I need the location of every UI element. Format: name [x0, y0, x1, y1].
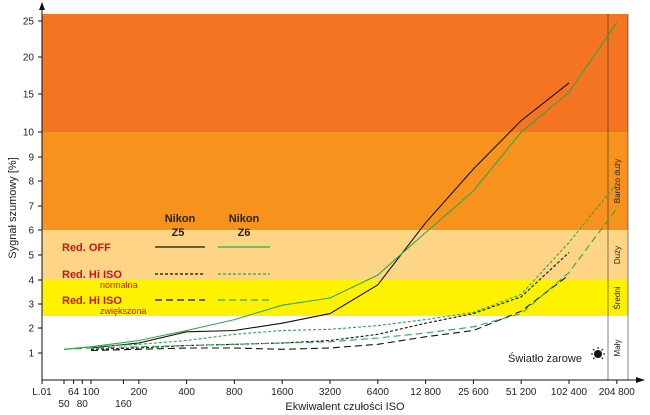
- x-tick-label: 400: [178, 387, 195, 398]
- x-tick-label: 800: [226, 387, 243, 398]
- plot-frame: [607, 14, 629, 380]
- x-tick-label: 6400: [367, 387, 390, 398]
- x-tick-label: 51 200: [506, 387, 537, 398]
- zone-band-4: [42, 14, 628, 132]
- zone-label-1: Średni: [613, 286, 622, 309]
- zone-label-3: Bardzo duży: [613, 159, 622, 203]
- legend-row-label-2: Red. Hi ISO: [62, 295, 122, 307]
- zone-label-0: Mały: [613, 340, 622, 357]
- legend-header-0: Nikon: [165, 213, 196, 225]
- x-tick-label: 25 600: [458, 387, 489, 398]
- x-tick-label: 1600: [271, 387, 294, 398]
- legend-header-3: Z6: [238, 227, 251, 239]
- x-tick-label: 204 800: [599, 387, 636, 398]
- y-tick-label: 2: [28, 324, 34, 335]
- zone-band-2: [42, 230, 628, 280]
- legend-row-sub-2: zwiększona: [100, 306, 147, 316]
- x-tick-label-minor: 50: [58, 399, 70, 410]
- y-tick-label: 20: [23, 53, 35, 64]
- series-line-1: [63, 22, 618, 350]
- y-tick-label: 7: [28, 202, 34, 213]
- y-tick-label: 8: [28, 177, 34, 188]
- annotation-text: Światło żarowe: [508, 352, 582, 365]
- x-tick-label: L.01: [32, 387, 52, 398]
- series-line-3: [63, 183, 618, 350]
- x-tick-label: 102 400: [551, 387, 588, 398]
- lightbulb-icon: [591, 347, 605, 360]
- x-tick-label: 3200: [319, 387, 342, 398]
- y-tick-label: 5: [28, 251, 34, 262]
- series-lines: [63, 22, 618, 352]
- x-tick-label-minor: 80: [77, 399, 89, 410]
- legend-header-2: Nikon: [229, 213, 260, 225]
- y-tick-label: 9: [28, 153, 34, 164]
- legend-row-sub-1: normalna: [100, 280, 138, 290]
- series-line-5: [63, 208, 618, 350]
- y-tick-label: 25: [23, 17, 35, 28]
- legend-row-label-0: Red. OFF: [62, 242, 111, 254]
- y-axis-arrow: [39, 2, 45, 10]
- y-tick-label: 10: [23, 128, 35, 139]
- series-line-2: [90, 252, 570, 350]
- x-tick-label: 100: [83, 387, 100, 398]
- x-tick-label-minor: 160: [115, 399, 132, 410]
- x-axis-arrow: [636, 377, 645, 383]
- axes: 1 2 3 4 5 6 7 8 9 10 15 20 25 L.01 64 100 200 400 800 1600 3…: [23, 2, 645, 410]
- legend-row-label-1: Red. Hi ISO: [62, 269, 122, 281]
- y-tick-label: 3: [28, 300, 34, 311]
- x-axis-title: Ekwiwalent czułości ISO: [285, 401, 405, 413]
- series-line-0: [90, 82, 570, 349]
- y-axis-title: Sygnał szumowy [%]: [7, 157, 19, 258]
- y-tick-label: 15: [23, 90, 35, 101]
- zone-label-2: Duży: [613, 246, 622, 264]
- zone-band-3: [42, 132, 628, 230]
- series-line-4: [90, 274, 570, 352]
- legend-header-1: Z5: [172, 227, 185, 239]
- x-tick-label: 64: [68, 387, 80, 398]
- y-tick-label: 4: [28, 276, 34, 287]
- y-tick-label: 6: [28, 226, 34, 237]
- y-tick-label: 1: [28, 349, 34, 360]
- x-tick-label: 200: [130, 387, 147, 398]
- noise-zones: Mały Średni Duży Bardzo duży: [42, 14, 628, 380]
- x-tick-label: 12 800: [410, 387, 441, 398]
